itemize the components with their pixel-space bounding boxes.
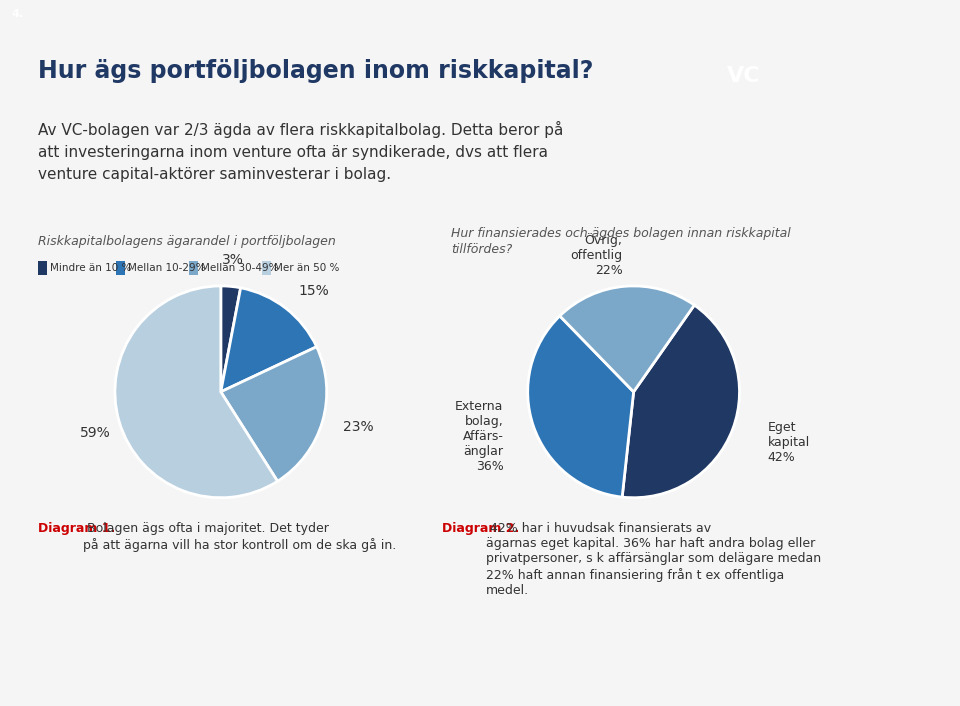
Wedge shape — [221, 286, 241, 392]
Text: Eget
kapital
42%: Eget kapital 42% — [767, 421, 809, 464]
Text: Riskkapitalbolagens ägarandel i portföljbolagen: Riskkapitalbolagens ägarandel i portfölj… — [38, 235, 336, 248]
Text: Övrig,
offentlig
22%: Övrig, offentlig 22% — [570, 232, 622, 277]
Bar — [262, 261, 271, 275]
Text: 3%: 3% — [223, 253, 244, 267]
Text: Mer än 50 %: Mer än 50 % — [274, 263, 339, 273]
Wedge shape — [560, 286, 694, 392]
Text: Mindre än 10 %: Mindre än 10 % — [51, 263, 132, 273]
Text: Diagram 2.: Diagram 2. — [442, 522, 518, 535]
Text: Mellan 10-29%: Mellan 10-29% — [128, 263, 205, 273]
Text: Hur finansierades och ägdes bolagen innan riskkapital
tillfördes?: Hur finansierades och ägdes bolagen inna… — [451, 227, 791, 256]
Wedge shape — [528, 316, 634, 497]
Text: 59%: 59% — [80, 426, 110, 440]
Text: 23%: 23% — [343, 420, 373, 434]
Text: Hur ägs portföljbolagen inom riskkapital?: Hur ägs portföljbolagen inom riskkapital… — [38, 59, 594, 83]
Text: Av VC-bolagen var 2/3 ägda av flera riskkapitalbolag. Detta beror på
att investe: Av VC-bolagen var 2/3 ägda av flera risk… — [38, 121, 564, 182]
Text: 42% har i huvudsak finansierats av
ägarnas eget kapital. 36% har haft andra bola: 42% har i huvudsak finansierats av ägarn… — [486, 522, 821, 597]
Wedge shape — [221, 288, 317, 392]
Wedge shape — [115, 286, 277, 498]
Text: VC: VC — [727, 66, 761, 86]
Bar — [38, 261, 47, 275]
Text: Mellan 30-49%: Mellan 30-49% — [201, 263, 278, 273]
Wedge shape — [622, 305, 739, 498]
Wedge shape — [221, 347, 326, 481]
Text: Bolagen ägs ofta i majoritet. Det tyder
på att ägarna vill ha stor kontroll om d: Bolagen ägs ofta i majoritet. Det tyder … — [83, 522, 396, 551]
Bar — [116, 261, 125, 275]
Text: Diagram 1.: Diagram 1. — [38, 522, 115, 535]
Text: 15%: 15% — [299, 285, 329, 299]
Text: Externa
bolag,
Affärs-
änglar
36%: Externa bolag, Affärs- änglar 36% — [455, 400, 503, 473]
Bar — [189, 261, 198, 275]
Text: 4.: 4. — [12, 8, 24, 18]
